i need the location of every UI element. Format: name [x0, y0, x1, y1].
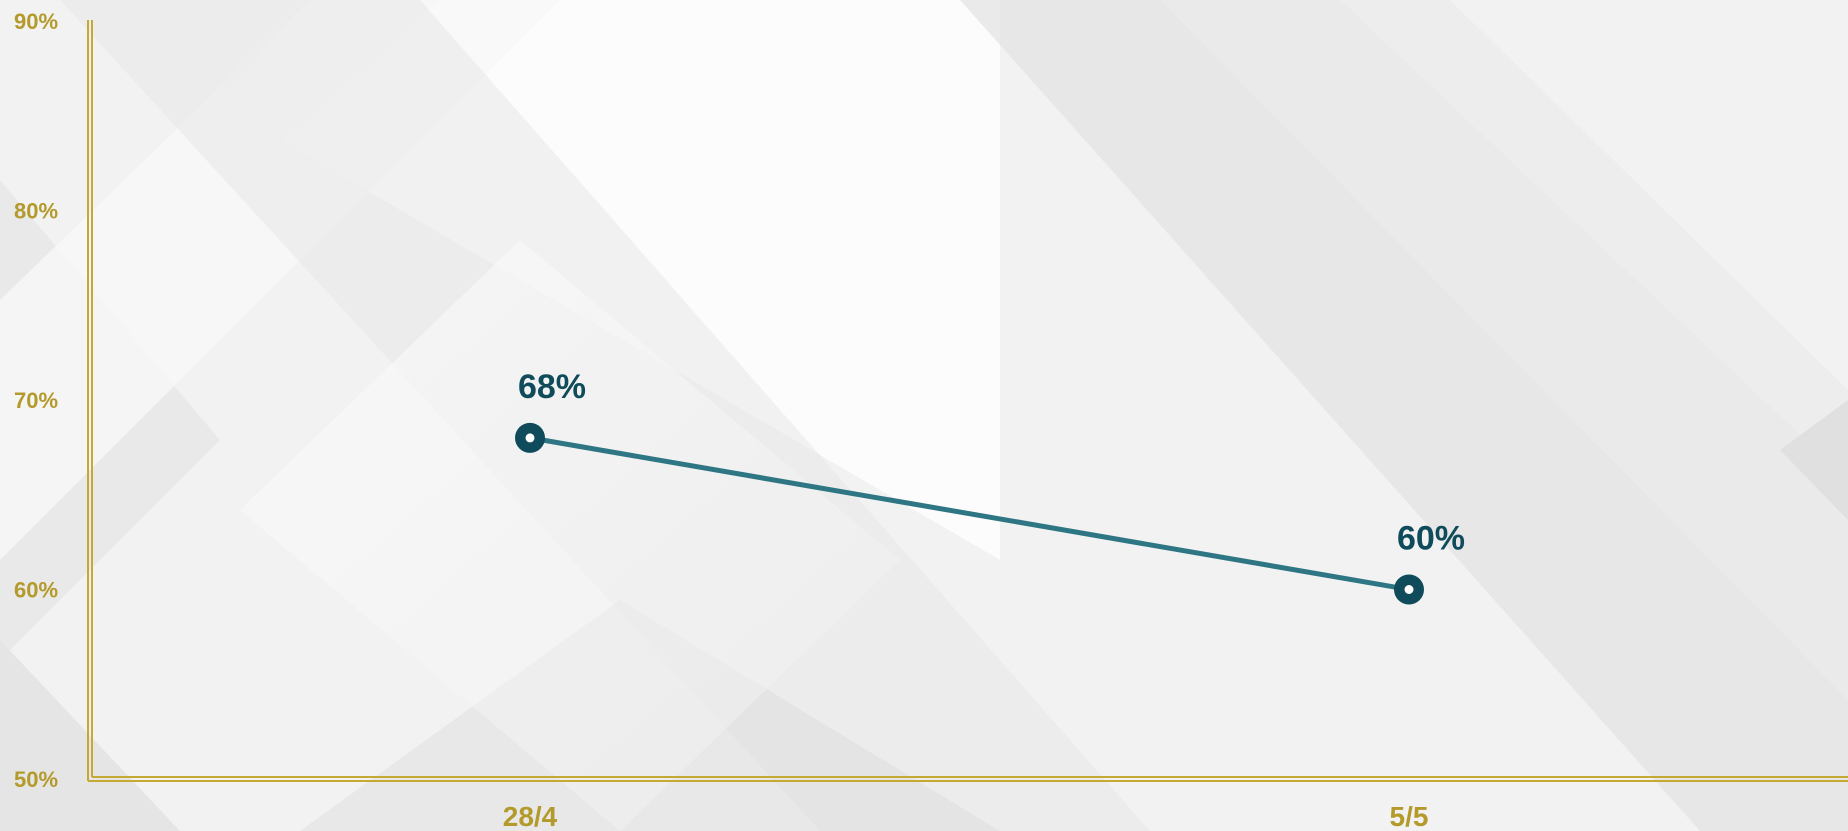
data-labels: 68% 60% [518, 368, 1465, 558]
y-tick-label: 50% [14, 767, 58, 792]
y-tick-label: 80% [14, 199, 58, 224]
series-line [527, 435, 1412, 592]
series-line-group [527, 435, 1412, 592]
y-tick-label: 90% [14, 9, 58, 34]
x-tick-label: 28/4 [503, 801, 558, 831]
x-tick-labels: 28/4 5/5 [503, 801, 1429, 831]
y-tick-label: 70% [14, 388, 58, 413]
markers [515, 422, 1424, 605]
data-label: 68% [518, 368, 586, 406]
y-tick-labels: 50% 60% 70% 80% 90% [14, 9, 58, 792]
y-tick-label: 60% [14, 578, 58, 603]
data-label: 60% [1397, 520, 1465, 558]
x-tick-label: 5/5 [1390, 801, 1429, 831]
data-point-marker [515, 422, 545, 453]
axes [87, 20, 1848, 782]
data-point-marker [1394, 574, 1424, 605]
